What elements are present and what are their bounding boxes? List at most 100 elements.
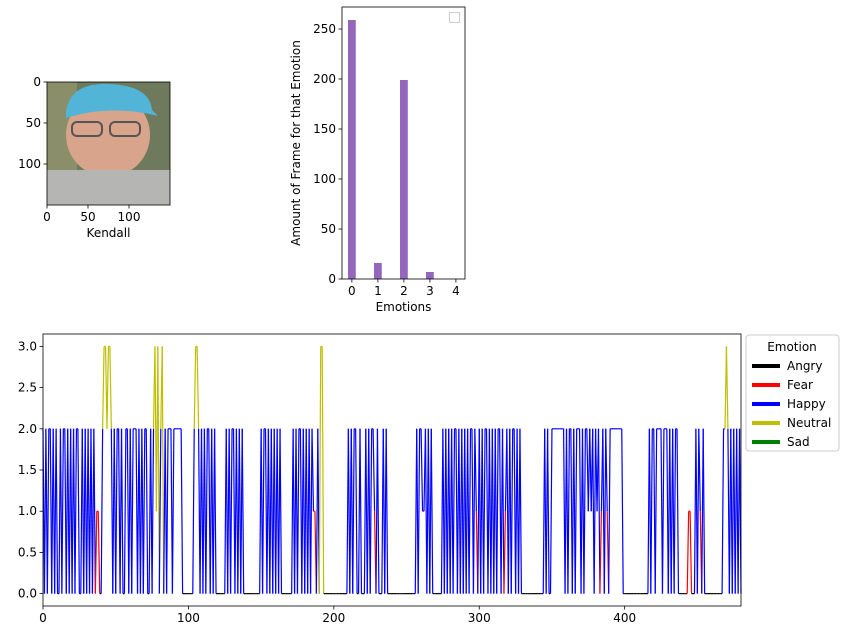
emotion-segment [180, 428, 184, 594]
emotion-segment [501, 428, 505, 594]
x-tick-label: 0 [43, 210, 51, 224]
emotion-segment [193, 346, 197, 429]
emotion-segment [74, 428, 78, 594]
emotion-segment [131, 428, 134, 594]
emotion-segment [546, 428, 550, 594]
y-tick-label: 100 [18, 157, 41, 171]
emotion-segment [430, 428, 434, 594]
y-tick-label: 0 [328, 272, 336, 286]
emotion-segment [605, 428, 608, 512]
emotion-segment [483, 428, 486, 594]
empty-legend [449, 12, 460, 23]
emotion-segment [567, 428, 571, 594]
emotion-segment [654, 428, 658, 594]
legend-title: Emotion [767, 340, 817, 354]
x-tick-label: 50 [80, 210, 95, 224]
emotion-segment [142, 428, 146, 594]
emotion-segment [519, 428, 523, 594]
emotion-segment [213, 428, 217, 594]
x-tick-label: 200 [322, 611, 345, 625]
y-tick-label: 200 [313, 72, 336, 86]
legend-label: Angry [787, 359, 822, 373]
emotion-segment [296, 428, 300, 594]
emotion-segment [46, 428, 50, 594]
emotion-segment [161, 346, 165, 594]
emotion-segment [673, 428, 677, 594]
x-tick-label: 100 [118, 210, 141, 224]
emotion-segment [157, 346, 160, 594]
emotion-segment [61, 428, 64, 594]
emotion-segment [474, 428, 477, 512]
y-tick-label: 250 [313, 22, 336, 36]
emotion-segment [503, 511, 507, 594]
emotion-segment [452, 428, 456, 594]
emotion-segment [123, 428, 127, 594]
emotion-segment [549, 428, 553, 594]
emotion-segment [261, 428, 265, 594]
bar [399, 80, 408, 279]
emotion-segment [574, 428, 578, 594]
emotion-segment [311, 428, 315, 512]
emotion-segment [166, 428, 169, 594]
legend-label: Happy [787, 397, 826, 411]
axes-frame [46, 81, 171, 206]
emotion-segment [115, 428, 118, 594]
emotion-segment [420, 428, 424, 512]
emotion-segment [372, 428, 376, 512]
emotion-segment [359, 428, 363, 594]
x-axis-label: Kendall [87, 226, 131, 240]
y-tick-label: 1.0 [18, 504, 37, 518]
emotion-segment [158, 428, 162, 594]
image-shirt [47, 170, 170, 205]
x-tick-label: 3 [426, 284, 434, 298]
y-tick-label: 50 [26, 116, 41, 130]
emotion-segment [279, 428, 283, 594]
y-axis-label: Amount of Frame for that Emotion [289, 40, 303, 246]
y-tick-label: 1.5 [18, 463, 37, 477]
y-tick-label: 2.5 [18, 381, 37, 395]
emotion-segment [171, 428, 175, 594]
emotion-segment [100, 428, 104, 594]
y-tick-label: 50 [321, 222, 336, 236]
emotion-segment [94, 511, 98, 594]
bar [373, 263, 382, 279]
emotion-segment [698, 428, 701, 512]
emotion-segment [321, 346, 325, 594]
emotion-segment [55, 428, 59, 594]
emotion-segment [109, 346, 112, 429]
x-tick-label: 4 [452, 284, 460, 298]
x-tick-label: 0 [348, 284, 356, 298]
y-tick-label: 3.0 [18, 339, 37, 353]
emotion-segment [725, 346, 729, 429]
emotion-segment [229, 428, 233, 594]
emotion-segment [93, 428, 96, 594]
emotion-segment [686, 511, 690, 594]
bar [425, 272, 434, 279]
emotion-segment [650, 428, 653, 594]
bar [347, 20, 356, 279]
emotion-segment [583, 428, 587, 594]
emotion-segment [241, 428, 245, 594]
emotion-segment [696, 428, 700, 594]
emotion-segment [468, 428, 472, 594]
x-tick-label: 400 [613, 611, 636, 625]
emotion-segment [151, 428, 155, 594]
legend-label: Fear [787, 378, 813, 392]
image-cap [66, 83, 158, 118]
emotion-segment [192, 428, 195, 594]
emotion-segment [120, 428, 124, 594]
y-tick-label: 150 [313, 122, 336, 136]
emotion-segment [376, 428, 380, 594]
webcam-image [47, 82, 170, 205]
emotion-segment [599, 511, 602, 594]
emotion-segment [472, 428, 476, 594]
y-tick-label: 0 [33, 75, 41, 89]
emotion-segment [106, 346, 110, 429]
image-glasses [109, 121, 141, 137]
emotion-segment [145, 428, 149, 594]
emotion-segment [369, 428, 373, 594]
x-tick-label: 2 [400, 284, 408, 298]
legend-label: Neutral [787, 416, 831, 430]
